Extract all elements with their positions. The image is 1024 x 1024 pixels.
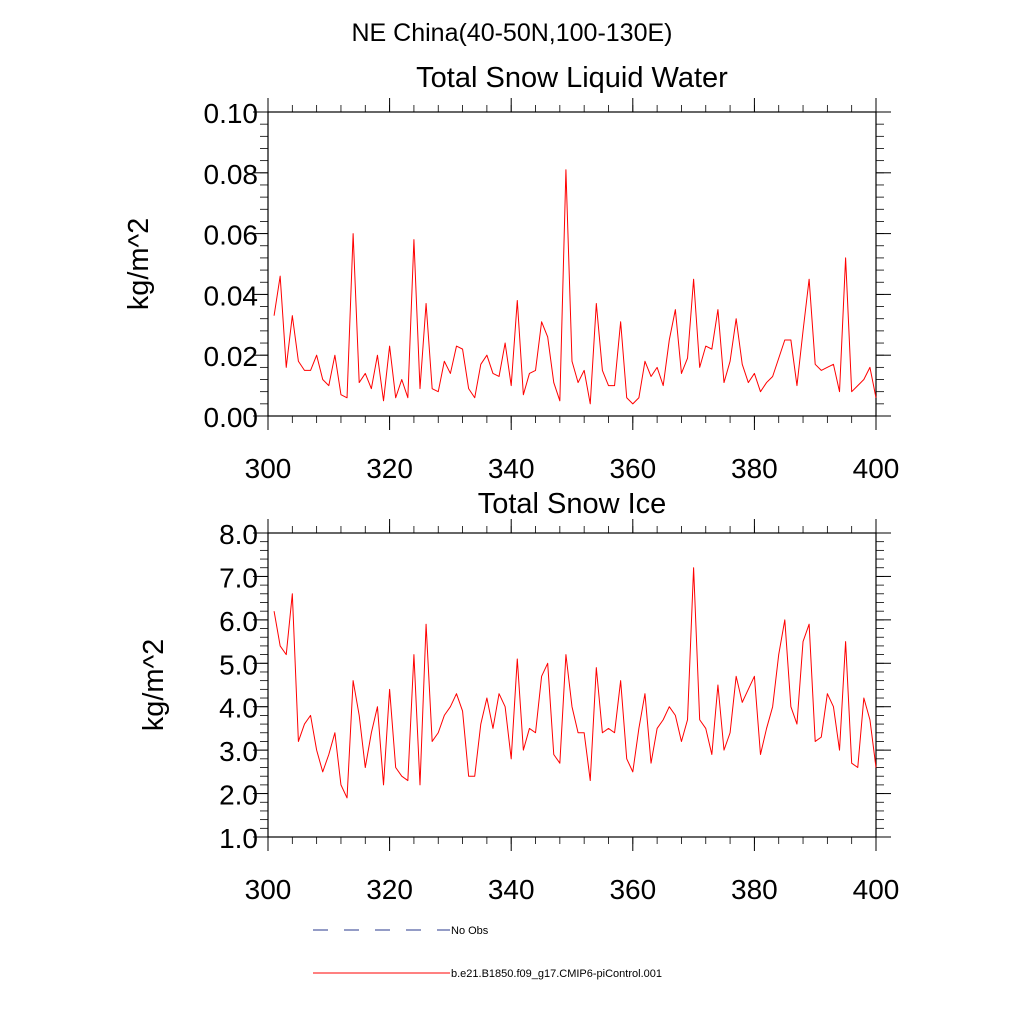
x-tick-label: 300 xyxy=(245,874,292,905)
y-tick-label: 0.00 xyxy=(204,402,259,433)
axis-ticks xyxy=(253,98,891,430)
x-tick-label: 320 xyxy=(366,453,413,484)
panel-title: Total Snow Liquid Water xyxy=(416,62,728,94)
y-tick-label: 2.0 xyxy=(219,780,258,811)
y-tick-label: 3.0 xyxy=(219,736,258,767)
legend-label-model: b.e21.B1850.f09_g17.CMIP6-piControl.001 xyxy=(451,968,662,980)
series-line-model xyxy=(273,169,877,405)
y-tick-label: 0.06 xyxy=(204,220,259,251)
series-group xyxy=(273,169,877,405)
x-tick-label: 360 xyxy=(609,453,656,484)
x-tick-label: 380 xyxy=(731,453,778,484)
tick-labels: 0.00 0.02 0.04 0.06 0.08 0.10 300 320 340 360 380 4… xyxy=(204,98,900,484)
y-tick-label: 0.08 xyxy=(204,159,259,190)
y-tick-label: 6.0 xyxy=(219,606,258,637)
y-tick-label: 4.0 xyxy=(219,693,258,724)
x-tick-label: 340 xyxy=(488,453,535,484)
legend-label-no-obs: No Obs xyxy=(451,925,489,937)
y-axis-label: kg/m^2 xyxy=(138,639,170,732)
panel-title: Total Snow Ice xyxy=(478,488,667,520)
y-tick-label: 1.0 xyxy=(219,823,258,854)
series-line-model xyxy=(273,567,877,799)
x-tick-label: 400 xyxy=(853,874,900,905)
plot-frame xyxy=(267,532,877,838)
x-tick-label: 360 xyxy=(609,874,656,905)
legend: No Obs b.e21.B1850.f09_g17.CMIP6-piContr… xyxy=(313,925,662,980)
panel-snow-liquid-water: Total Snow Liquid Water kg/m^2 0.000.020… xyxy=(123,62,899,484)
panel-snow-ice: Total Snow Ice kg/m^2 1.0 2.0 3.0 4.0 5.0 6.0… xyxy=(138,488,899,905)
x-tick-label: 300 xyxy=(245,453,292,484)
x-tick-label: 340 xyxy=(488,874,535,905)
axis-ticks xyxy=(253,519,891,851)
y-tick-label: 7.0 xyxy=(219,562,258,593)
y-tick-label: 8.0 xyxy=(219,519,258,550)
y-tick-label: 5.0 xyxy=(219,649,258,680)
y-tick-label: 0.02 xyxy=(204,341,259,372)
series-group xyxy=(273,567,877,799)
tick-labels: 1.0 2.0 3.0 4.0 5.0 6.0 7.0 8.0 300 320 340 360 380 4… xyxy=(219,519,899,905)
x-tick-label: 380 xyxy=(731,874,778,905)
x-tick-label: 320 xyxy=(366,874,413,905)
x-tick-label: 400 xyxy=(853,453,900,484)
y-tick-label: 0.10 xyxy=(204,98,259,129)
figure-suptitle: NE China(40-50N,100-130E) xyxy=(351,19,672,47)
plot-frame xyxy=(267,111,877,417)
y-tick-label: 0.04 xyxy=(204,280,259,311)
y-axis-label: kg/m^2 xyxy=(123,218,155,311)
